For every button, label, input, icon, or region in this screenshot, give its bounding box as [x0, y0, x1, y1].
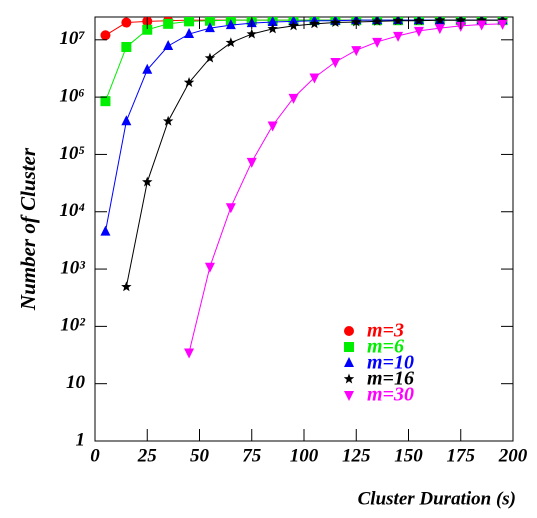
marker — [121, 115, 132, 126]
y-tick-label: 10 — [66, 372, 86, 393]
marker — [413, 26, 424, 37]
marker — [225, 19, 236, 30]
marker — [309, 73, 320, 84]
marker — [162, 115, 174, 126]
marker — [204, 52, 216, 63]
x-tick-label: 75 — [242, 445, 262, 466]
marker — [121, 17, 132, 28]
series-line — [104, 19, 503, 102]
marker — [497, 19, 508, 30]
marker — [476, 20, 487, 31]
legend-label: m=3 — [367, 320, 404, 342]
y-tick-label: 10³ — [60, 257, 85, 278]
y-axis-label: Number of Cluster — [16, 147, 40, 311]
x-tick-label: 125 — [342, 445, 371, 466]
marker — [343, 373, 355, 384]
series-line — [188, 23, 503, 353]
marker — [246, 28, 257, 39]
legend-label: m=16 — [367, 368, 414, 390]
plot-frame — [94, 16, 514, 442]
x-axis-label: Cluster Duration (s) — [358, 488, 516, 509]
marker — [392, 17, 404, 26]
y-tick-label: 10⁴ — [59, 200, 85, 221]
marker — [267, 23, 278, 34]
marker — [100, 96, 111, 107]
marker — [142, 63, 153, 74]
marker — [344, 342, 354, 352]
marker — [204, 17, 215, 26]
marker — [371, 17, 383, 26]
y-tick-label: 10⁶ — [59, 85, 85, 106]
marker — [288, 93, 299, 104]
legend-label: m=6 — [367, 336, 404, 358]
marker — [372, 37, 383, 48]
marker — [204, 22, 215, 33]
marker — [184, 17, 195, 27]
marker — [434, 24, 445, 35]
marker — [267, 121, 278, 132]
marker — [121, 281, 132, 292]
marker — [344, 357, 354, 367]
x-tick-label: 175 — [447, 445, 476, 466]
x-tick-label: 0 — [90, 445, 100, 466]
marker — [351, 46, 362, 57]
series-line — [104, 19, 503, 232]
marker — [163, 39, 174, 50]
y-tick-label: 10² — [60, 315, 86, 336]
marker — [100, 30, 111, 41]
x-tick-label: 200 — [498, 445, 528, 466]
marker — [183, 76, 195, 87]
y-tick-label: 10⁵ — [59, 143, 85, 164]
plot-area — [100, 17, 508, 401]
marker — [100, 225, 111, 236]
marker — [142, 24, 153, 35]
marker — [288, 20, 299, 31]
y-tick-label: 10⁷ — [59, 28, 85, 49]
marker — [163, 18, 174, 29]
marker — [344, 391, 354, 401]
marker — [413, 17, 425, 26]
marker — [393, 31, 404, 42]
marker — [309, 18, 320, 29]
marker — [142, 176, 153, 187]
marker — [184, 348, 195, 359]
legend-label: m=10 — [367, 352, 414, 374]
marker — [204, 262, 215, 273]
x-tick-label: 50 — [190, 445, 210, 466]
marker — [121, 41, 132, 52]
y-tick-label: 1 — [76, 429, 86, 450]
marker — [434, 17, 446, 25]
marker — [330, 17, 341, 27]
marker — [225, 203, 236, 214]
legend-label: m=30 — [367, 384, 414, 406]
marker — [267, 17, 278, 26]
marker — [184, 28, 195, 39]
x-tick-label: 100 — [290, 445, 319, 466]
marker — [330, 57, 341, 68]
marker — [344, 326, 354, 336]
x-tick-label: 25 — [137, 445, 158, 466]
marker — [246, 157, 257, 168]
series-line — [125, 19, 503, 287]
marker — [225, 37, 237, 48]
x-tick-label: 150 — [394, 445, 423, 466]
